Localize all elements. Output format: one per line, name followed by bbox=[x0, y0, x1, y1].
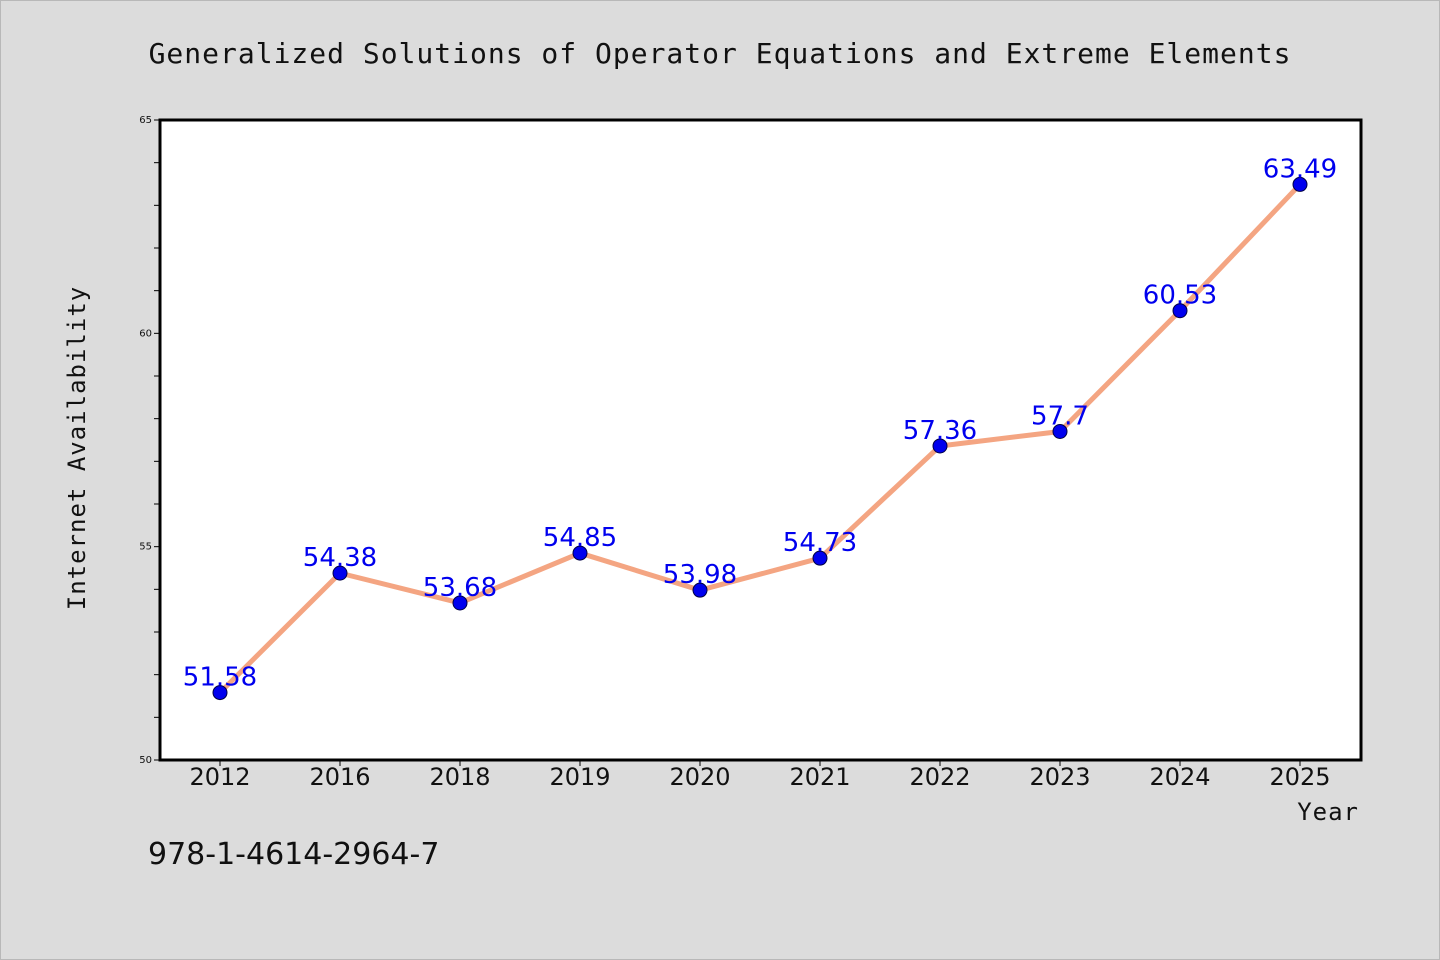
isbn-text: 978-1-4614-2964-7 bbox=[148, 837, 439, 872]
y-tick-label: 55 bbox=[139, 542, 152, 553]
data-point bbox=[812, 550, 828, 566]
data-label: 53.98 bbox=[663, 560, 737, 590]
data-label: 60.53 bbox=[1143, 281, 1217, 311]
data-point bbox=[212, 685, 228, 701]
data-label: 57.36 bbox=[903, 416, 977, 446]
data-point bbox=[692, 582, 708, 598]
data-label: 54.73 bbox=[783, 528, 857, 558]
y-tick-label: 65 bbox=[139, 115, 152, 126]
x-tick-label: 2012 bbox=[189, 763, 250, 791]
x-tick-label: 2025 bbox=[1269, 763, 1330, 791]
data-label: 51.58 bbox=[183, 663, 257, 693]
x-axis-ticks: 2012 2016 2018 2019 2020 2021 2022 2023 2024 2025 bbox=[189, 760, 1331, 791]
chart-title: Generalized Solutions of Operator Equati… bbox=[149, 37, 1292, 70]
x-tick-label: 2019 bbox=[549, 763, 610, 791]
data-labels: 51.58 54.38 53.68 54.85 53.98 54.73 57.36 57.7 6… bbox=[183, 154, 1337, 692]
data-point bbox=[572, 545, 588, 561]
x-tick-label: 2021 bbox=[789, 763, 850, 791]
data-point bbox=[452, 595, 468, 611]
plot-frame bbox=[158, 118, 1363, 762]
y-tick-label: 50 bbox=[139, 755, 152, 766]
data-point bbox=[1292, 176, 1308, 192]
x-tick-label: 2022 bbox=[909, 763, 970, 791]
x-tick-label: 2023 bbox=[1029, 763, 1090, 791]
data-label: 54.85 bbox=[543, 523, 617, 553]
data-label: 57.7 bbox=[1031, 401, 1089, 431]
data-label: 53.68 bbox=[423, 573, 497, 603]
series-line-group bbox=[217, 181, 1303, 696]
x-tick-label: 2020 bbox=[669, 763, 730, 791]
x-axis-label: Year bbox=[1297, 798, 1359, 826]
y-tick-label: 60 bbox=[139, 328, 152, 339]
data-point bbox=[332, 565, 348, 581]
data-label: 54.38 bbox=[303, 543, 377, 573]
data-point bbox=[1052, 423, 1068, 439]
x-tick-label: 2016 bbox=[309, 763, 370, 791]
series-markers bbox=[212, 176, 1308, 701]
plot-area bbox=[160, 120, 1361, 760]
data-point bbox=[932, 438, 948, 454]
data-point bbox=[1172, 303, 1188, 319]
x-tick-label: 2018 bbox=[429, 763, 490, 791]
y-axis-label: Internet Availability bbox=[63, 286, 91, 610]
x-tick-label: 2024 bbox=[1149, 763, 1210, 791]
data-label: 63.49 bbox=[1263, 154, 1337, 184]
series-line bbox=[217, 181, 1303, 696]
